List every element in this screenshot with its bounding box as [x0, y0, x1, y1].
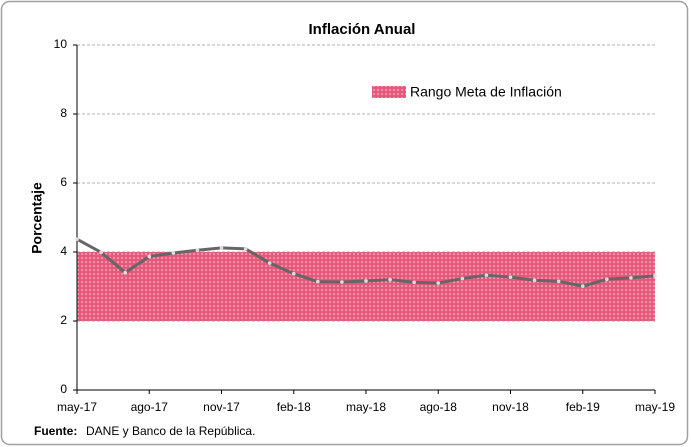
point — [532, 278, 537, 283]
target-band — [77, 252, 655, 321]
point — [123, 270, 127, 275]
point — [653, 274, 657, 278]
y-tick-label: 8 — [60, 106, 67, 120]
point — [388, 277, 392, 282]
point — [340, 280, 344, 284]
point — [219, 246, 224, 250]
point — [605, 277, 609, 282]
x-tick-label: may-18 — [346, 400, 386, 414]
point — [291, 271, 296, 276]
source-text: DANE y Banco de la República. — [86, 424, 255, 438]
point — [267, 261, 272, 265]
point — [316, 279, 320, 284]
chart-title: Inflación Anual — [309, 21, 416, 38]
y-tick-label: 6 — [60, 175, 67, 189]
y-tick-label: 4 — [60, 244, 67, 258]
point — [460, 276, 465, 281]
x-tick-label: may-19 — [635, 400, 675, 414]
point — [75, 237, 79, 242]
point — [412, 280, 416, 285]
point — [629, 276, 633, 280]
point — [556, 279, 561, 284]
point — [147, 254, 152, 259]
x-tick-label: feb-19 — [566, 400, 600, 414]
point — [364, 279, 368, 283]
x-tick-label: nov-18 — [492, 400, 529, 414]
point — [580, 284, 585, 288]
y-tick-label: 0 — [60, 382, 67, 396]
point — [195, 248, 200, 253]
point — [243, 247, 248, 251]
legend-swatch — [372, 86, 406, 98]
y-axis-label: Porcentaje — [29, 182, 45, 254]
legend-label: Rango Meta de Inflación — [410, 84, 562, 100]
x-tick-label: ago-17 — [131, 400, 169, 414]
x-tick-label: may-17 — [57, 400, 97, 414]
y-tick-label: 2 — [60, 313, 67, 327]
x-tick-label: feb-18 — [277, 400, 311, 414]
point — [171, 251, 176, 255]
point — [436, 281, 441, 285]
x-tick-label: nov-17 — [203, 400, 240, 414]
source-label: Fuente: — [34, 424, 77, 438]
point — [99, 250, 103, 255]
y-tick-label: 10 — [54, 37, 68, 51]
point — [484, 273, 489, 277]
x-tick-label: ago-18 — [420, 400, 458, 414]
point — [508, 275, 513, 279]
